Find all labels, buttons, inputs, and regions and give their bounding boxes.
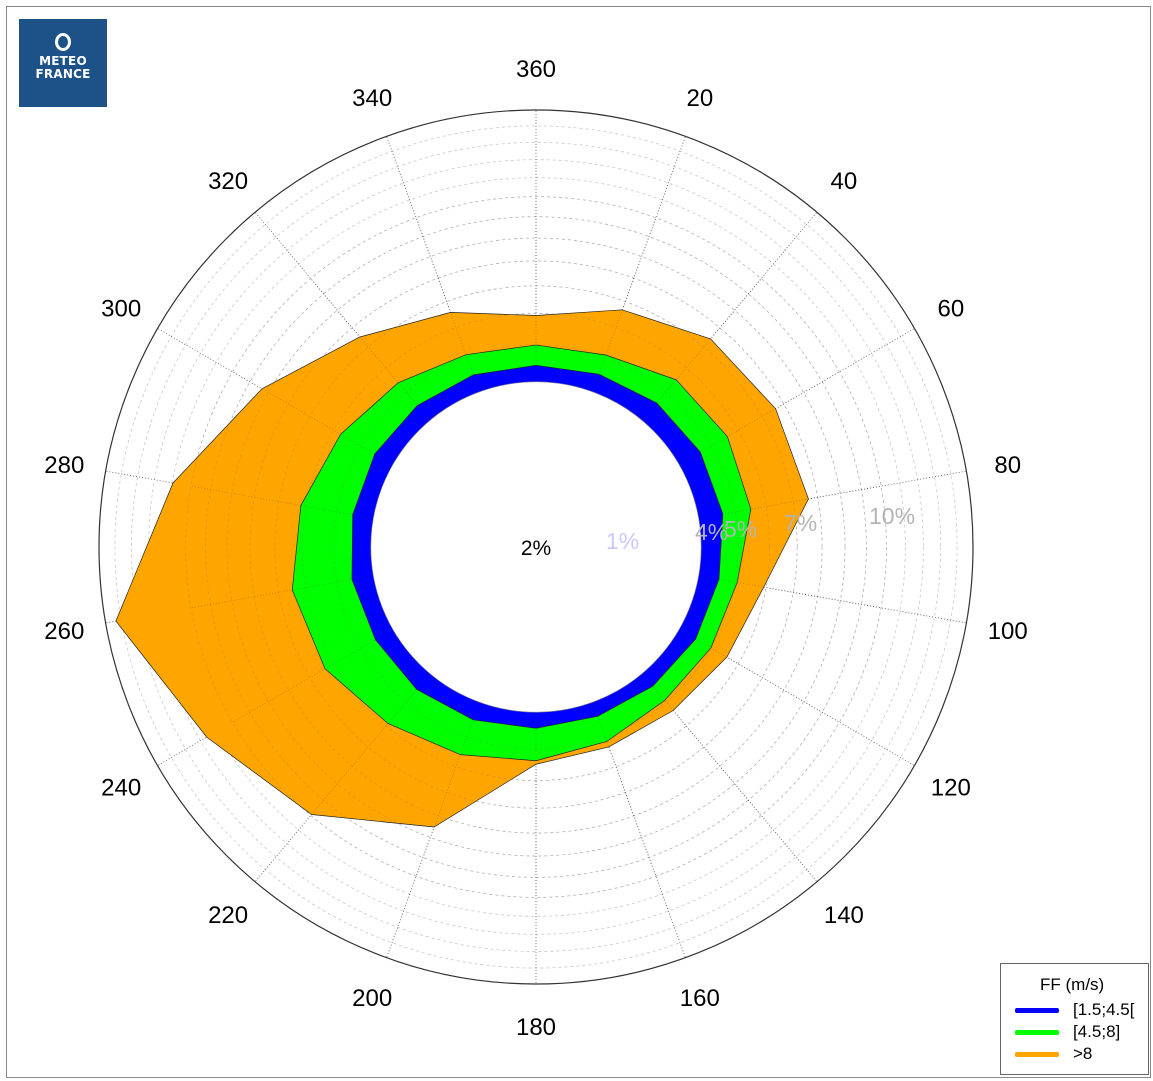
grid-ring <box>249 260 823 834</box>
ring-label: 7% <box>784 510 817 536</box>
direction-label: 100 <box>988 618 1028 645</box>
legend: FF (m/s) [1.5;4.5[ [4.5;8] >8 <box>1000 963 1149 1075</box>
grid-ring-overlay <box>333 344 739 750</box>
direction-label: 120 <box>931 775 971 802</box>
grid-ring-overlay <box>205 216 867 878</box>
radial-grid-overlay <box>641 278 762 421</box>
direction-label: 40 <box>831 168 858 195</box>
radial-grid-overlay <box>190 575 374 609</box>
direction-label: 280 <box>44 452 84 479</box>
grid-ring <box>226 237 846 857</box>
direction-label: 160 <box>680 985 720 1012</box>
direction-label: 340 <box>352 85 392 112</box>
logo-text-line2: FRANCE <box>35 67 91 81</box>
grid-ring <box>131 142 941 952</box>
grid-ring-overlay <box>274 285 798 809</box>
meteo-france-logo: METEO FRANCE <box>19 19 107 107</box>
grid-ring <box>274 285 798 809</box>
radial-grid-overlay <box>190 485 374 519</box>
radial-grid-overlay <box>415 217 480 392</box>
radial-grid-overlay <box>698 485 882 519</box>
direction-label: 140 <box>824 902 864 929</box>
direction-label: 200 <box>352 985 392 1012</box>
radial-grid-overlay <box>415 702 480 877</box>
direction-label: 180 <box>516 1014 556 1041</box>
grid-ring-overlay <box>185 196 887 898</box>
radial-grid-overlay <box>232 371 394 465</box>
direction-label: 260 <box>44 618 84 645</box>
radial-grid-overlay <box>641 673 762 816</box>
radial-grid-overlay <box>232 629 394 723</box>
logo-text-line1: METEO <box>39 54 87 68</box>
legend-swatch-mid <box>1015 1030 1059 1035</box>
ring-label: 10% <box>869 503 915 529</box>
center-calm-circle <box>370 381 702 713</box>
radial-grid-overlay <box>310 673 431 816</box>
direction-label: 320 <box>208 168 248 195</box>
legend-swatch-low <box>1015 1008 1059 1013</box>
direction-label: 60 <box>937 296 964 323</box>
radial-grid-overlay <box>592 217 657 392</box>
legend-label-mid: [4.5;8] <box>1073 1022 1121 1041</box>
radial-grid-overlay <box>592 702 657 877</box>
legend-swatch-high <box>1015 1052 1059 1057</box>
radial-grid-overlay <box>310 278 431 421</box>
grid-ring-overlay <box>249 260 823 834</box>
direction-label: 240 <box>101 775 141 802</box>
direction-label: 80 <box>994 452 1021 479</box>
radial-grid-overlay <box>678 371 840 465</box>
grid-ring-overlay <box>226 237 846 857</box>
ring-label: 4% <box>695 519 728 545</box>
meteo-france-emblem-icon <box>55 33 71 51</box>
radial-grid-overlay <box>698 575 882 609</box>
legend-label-high: >8 <box>1073 1044 1093 1063</box>
grid-ring-overlay <box>302 313 770 781</box>
direction-label: 360 <box>516 56 556 83</box>
center-calm-label: 2% <box>521 537 551 560</box>
direction-label: 300 <box>101 296 141 323</box>
radial-grid-overlay <box>678 629 840 723</box>
legend-label-low: [1.5;4.5[ <box>1073 1000 1135 1019</box>
direction-label: 20 <box>686 85 713 112</box>
ring-label: 1% <box>606 528 639 554</box>
ring-label: 5% <box>724 516 757 542</box>
direction-label: 220 <box>208 902 248 929</box>
legend-title: FF (m/s) <box>1040 975 1105 994</box>
